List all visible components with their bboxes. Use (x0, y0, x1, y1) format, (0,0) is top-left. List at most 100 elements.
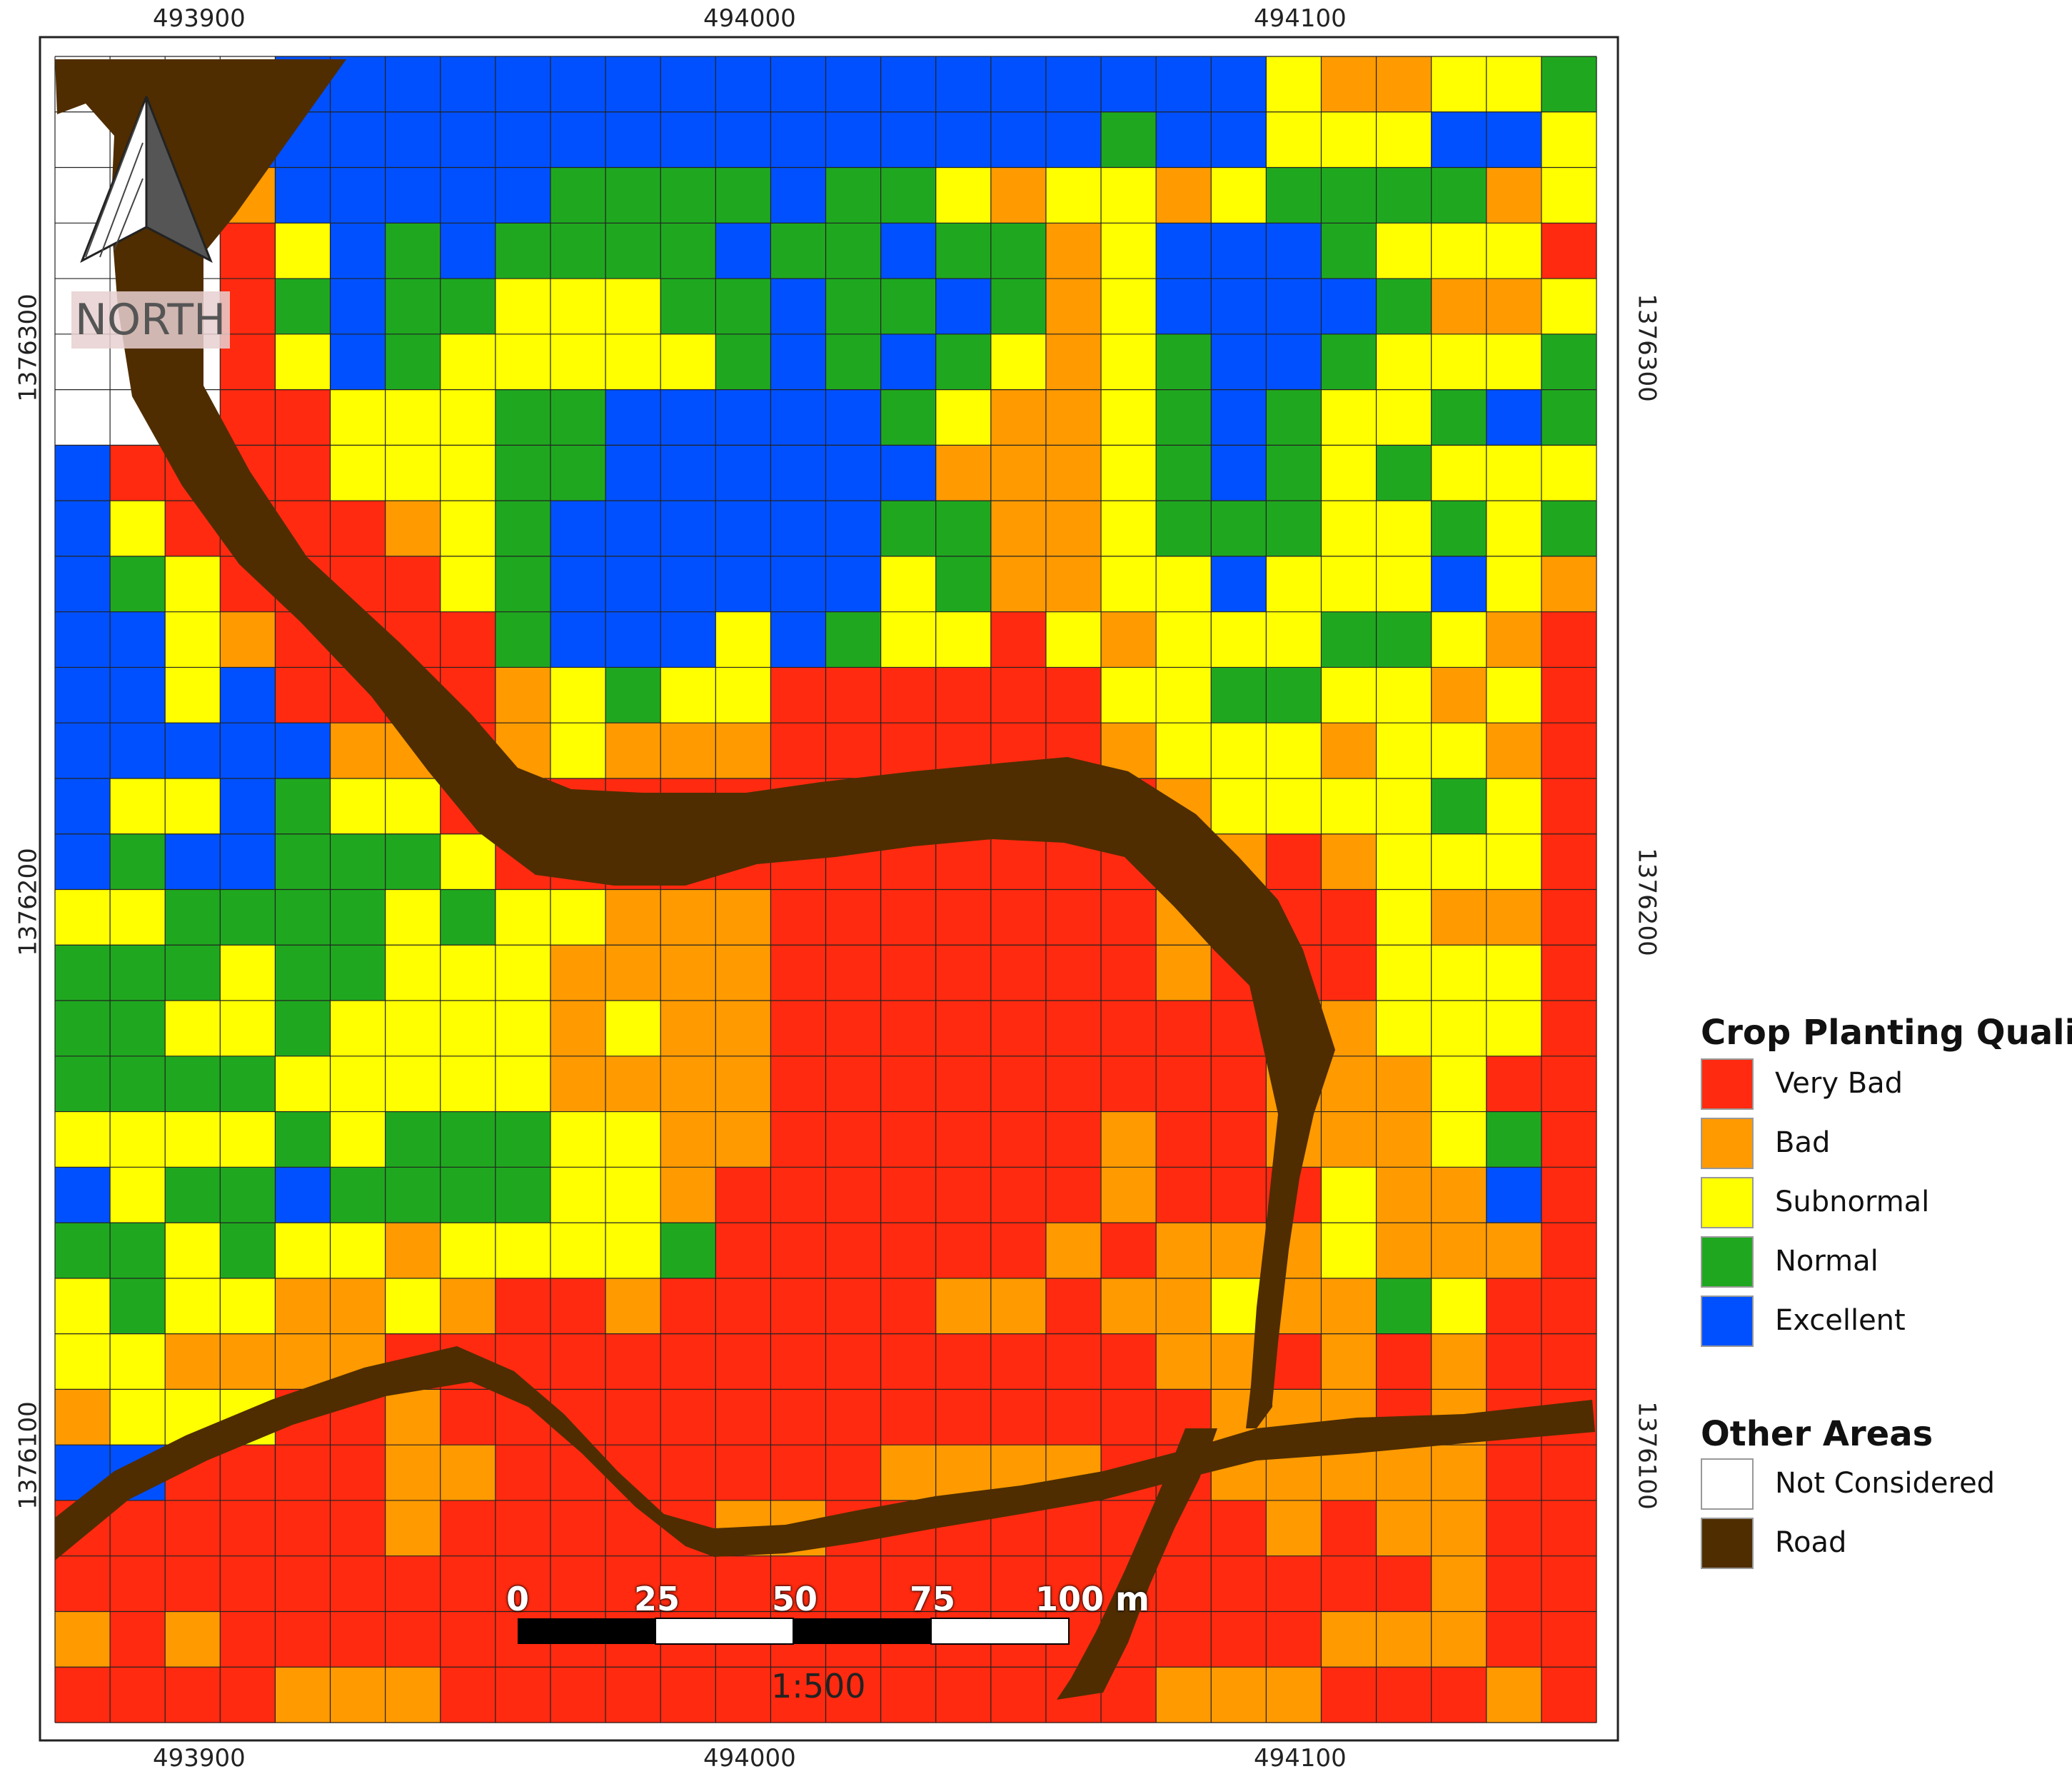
grid-cell (385, 1500, 441, 1557)
grid-cell (1431, 1278, 1487, 1335)
grid-cell (605, 445, 661, 501)
grid-cell (1266, 723, 1322, 779)
grid-cell (1321, 501, 1377, 557)
grid-cell (1156, 723, 1212, 779)
grid-cell (110, 945, 166, 1001)
grid-cell (770, 667, 827, 723)
grid-cell (660, 611, 716, 668)
grid-cell (1376, 279, 1432, 335)
grid-cell (1486, 1056, 1542, 1113)
grid-cell (550, 56, 606, 113)
grid-cell (495, 667, 551, 723)
grid-cell (1211, 445, 1267, 501)
grid-cell (715, 723, 771, 779)
grid-cell (55, 611, 111, 668)
grid-cell (1045, 1500, 1102, 1557)
grid-cell (1541, 556, 1597, 613)
grid-cell (440, 1111, 496, 1168)
grid-cell (990, 334, 1047, 391)
grid-cell (1321, 1555, 1377, 1613)
grid-cell (55, 889, 111, 946)
grid-cell (220, 1667, 276, 1723)
grid-cell (1431, 279, 1487, 335)
grid-cell (1541, 945, 1597, 1001)
coord-right-1376300: 1376300 (1632, 294, 1661, 402)
grid-cell (220, 833, 276, 891)
grid-cell (165, 1111, 221, 1168)
grid-cell (550, 1223, 606, 1279)
grid-cell (1211, 556, 1267, 613)
grid-cell (275, 167, 331, 224)
grid-cell (1486, 723, 1542, 779)
grid-cell (495, 1111, 551, 1168)
grid-cell (770, 1001, 827, 1057)
grid-cell (605, 1667, 661, 1723)
grid-cell (330, 279, 386, 335)
grid-cell (1211, 334, 1267, 391)
grid-cell (770, 389, 827, 446)
grid-cell (550, 556, 606, 613)
grid-cell (495, 1445, 551, 1501)
grid-cell (935, 667, 992, 723)
grid-cell (1156, 167, 1212, 224)
grid-cell (1486, 1445, 1542, 1501)
grid-cell (880, 1389, 937, 1445)
grid-cell (275, 1223, 331, 1279)
grid-cell (1211, 1056, 1267, 1113)
grid-cell (440, 111, 496, 169)
grid-cell (770, 111, 827, 169)
grid-cell (825, 389, 882, 446)
grid-cell (1156, 945, 1212, 1001)
grid-cell (275, 334, 331, 391)
grid-cell (1541, 389, 1597, 446)
grid-cell (605, 334, 661, 391)
grid-cell (605, 1278, 661, 1335)
grid-cell (1431, 1001, 1487, 1057)
grid-cell (1376, 389, 1432, 446)
grid-cell (275, 723, 331, 779)
scale-ratio: 1:500 (771, 1667, 866, 1705)
coord-left-1376300: 1376300 (14, 294, 43, 402)
grid-cell (715, 667, 771, 723)
grid-cell (1045, 889, 1102, 946)
grid-cell (1211, 223, 1267, 279)
grid-cell (990, 167, 1047, 224)
grid-cell (1431, 945, 1487, 1001)
grid-cell (1211, 1555, 1267, 1613)
grid-cell (990, 501, 1047, 557)
grid-cell (1045, 667, 1102, 723)
grid-cell (1266, 1667, 1322, 1723)
grid-cell (1486, 611, 1542, 668)
grid-cell (440, 889, 496, 946)
grid-cell (1321, 56, 1377, 113)
grid-cell (275, 1056, 331, 1113)
grid-cell (110, 833, 166, 891)
legend-swatch (1701, 1236, 1754, 1288)
grid-cell (990, 556, 1047, 613)
grid-cell (110, 501, 166, 557)
grid-cell (1266, 611, 1322, 668)
grid-cell (1321, 111, 1377, 169)
grid-cell (770, 889, 827, 946)
grid-cell (1541, 1555, 1597, 1613)
grid-cell (880, 389, 937, 446)
grid-cell (990, 1555, 1047, 1613)
grid-cell (605, 556, 661, 613)
grid-cell (55, 1223, 111, 1279)
grid-cell (990, 111, 1047, 169)
grid-cell (935, 279, 992, 335)
grid-cell (1486, 389, 1542, 446)
grid-cell (330, 1500, 386, 1557)
grid-cell (1321, 334, 1377, 391)
grid-cell (385, 56, 441, 113)
grid-cell (550, 389, 606, 446)
grid-cell (825, 1389, 882, 1445)
grid-cell (275, 1500, 331, 1557)
grid-cell (1431, 1555, 1487, 1613)
grid-cell (1376, 556, 1432, 613)
grid-cell (880, 1445, 937, 1501)
grid-cell (990, 1333, 1047, 1390)
grid-cell (990, 223, 1047, 279)
grid-cell (165, 1500, 221, 1557)
